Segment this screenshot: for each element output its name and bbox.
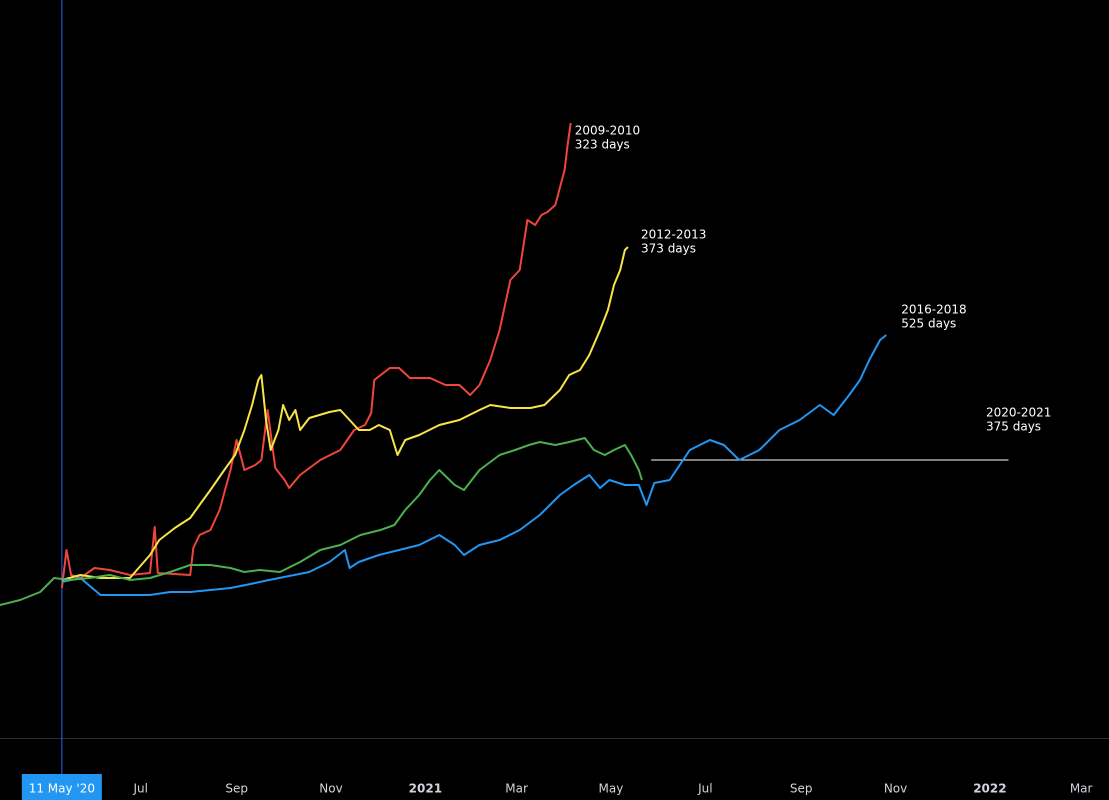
series-line — [0, 437, 643, 606]
x-tick-label: Mar — [1070, 782, 1093, 796]
series-days: 525 days — [901, 317, 956, 331]
x-tick-label: 2021 — [409, 782, 442, 796]
x-tick-label: Jul — [697, 782, 712, 796]
x-tick-label: Sep — [225, 782, 248, 796]
x-tick-label: Mar — [505, 782, 528, 796]
x-tick-label: Nov — [884, 782, 907, 796]
crosshair-label-bg — [21, 774, 102, 800]
series-days: 323 days — [575, 138, 630, 152]
x-tick-label: Sep — [790, 782, 813, 796]
x-tick-label: 11 May '20 — [29, 782, 95, 796]
x-tick-label: Nov — [319, 782, 342, 796]
series-line — [61, 334, 887, 596]
series-label: 2016-2018 — [901, 303, 966, 317]
series-line — [60, 122, 572, 589]
x-tick-label: Jul — [133, 782, 148, 796]
series-days: 373 days — [641, 242, 696, 256]
series-days: 375 days — [986, 420, 1041, 434]
x-tick-label: 2022 — [973, 782, 1006, 796]
series-line — [61, 246, 629, 581]
series-label: 2012-2013 — [641, 228, 706, 242]
x-tick-label: May — [599, 782, 624, 796]
series-label: 2009-2010 — [575, 124, 640, 138]
series-label: 2020-2021 — [986, 406, 1051, 420]
